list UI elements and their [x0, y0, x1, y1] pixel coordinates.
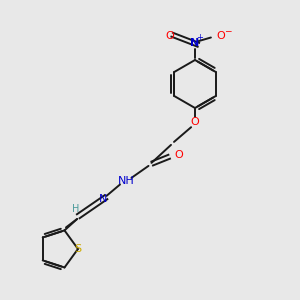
Text: +: + — [196, 33, 203, 42]
Text: NH: NH — [118, 176, 134, 186]
Text: H: H — [72, 204, 80, 214]
Text: O: O — [216, 31, 225, 41]
Text: O: O — [190, 117, 200, 128]
Text: O: O — [174, 149, 183, 160]
Text: S: S — [74, 244, 82, 254]
Text: O: O — [165, 31, 174, 41]
Text: N: N — [190, 38, 200, 49]
Text: N: N — [99, 194, 108, 204]
Text: −: − — [224, 26, 231, 35]
